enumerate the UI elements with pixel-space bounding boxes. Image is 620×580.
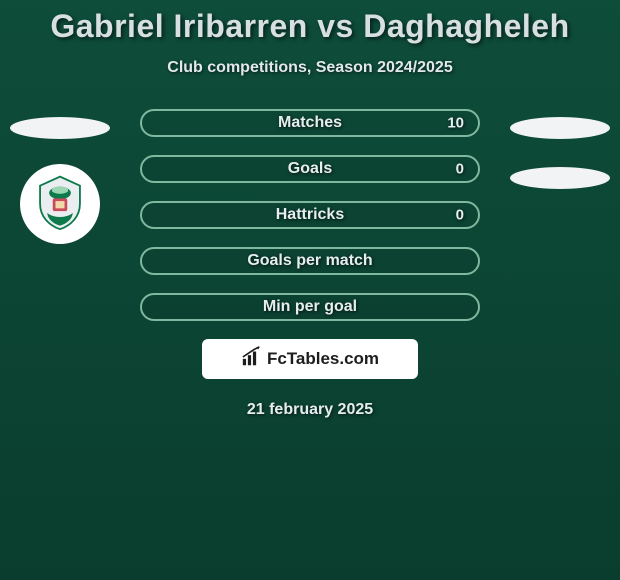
stat-label: Goals — [288, 160, 332, 178]
stat-label: Goals per match — [247, 252, 372, 270]
stat-value: 10 — [447, 115, 464, 132]
stat-label: Matches — [278, 114, 342, 132]
club-crest-icon — [31, 173, 89, 236]
stat-row-min-per-goal: Min per goal — [140, 293, 480, 321]
club-badge-left — [20, 164, 100, 244]
stat-row-goals-per-match: Goals per match — [140, 247, 480, 275]
stat-value: 0 — [456, 207, 464, 224]
player-left-pill — [10, 117, 110, 139]
stat-rows: Matches 10 Goals 0 Hattricks 0 Goals per… — [140, 109, 480, 321]
brand-box[interactable]: FcTables.com — [202, 339, 418, 379]
player-right-pill-1 — [510, 117, 610, 139]
stat-row-hattricks: Hattricks 0 — [140, 201, 480, 229]
page-title: Gabriel Iribarren vs Daghagheleh — [0, 0, 620, 45]
brand-label: FcTables.com — [267, 349, 379, 369]
stat-value: 0 — [456, 161, 464, 178]
generated-date: 21 february 2025 — [0, 401, 620, 419]
comparison-content: Matches 10 Goals 0 Hattricks 0 Goals per… — [0, 109, 620, 419]
stat-row-matches: Matches 10 — [140, 109, 480, 137]
bar-chart-icon — [241, 346, 263, 373]
stat-row-goals: Goals 0 — [140, 155, 480, 183]
brand-text: FcTables.com — [241, 346, 379, 373]
player-right-pill-2 — [510, 167, 610, 189]
stat-label: Hattricks — [276, 206, 344, 224]
stat-label: Min per goal — [263, 298, 357, 316]
page-subtitle: Club competitions, Season 2024/2025 — [0, 59, 620, 77]
